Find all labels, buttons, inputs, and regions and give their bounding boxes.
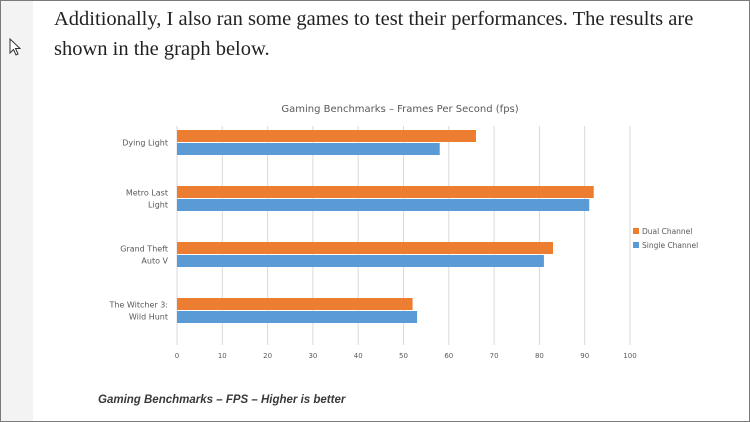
category-label: Metro Last <box>126 189 168 198</box>
bar-single-2 <box>177 255 544 267</box>
figure-caption: Gaming Benchmarks – FPS – Higher is bett… <box>98 394 346 406</box>
bar-dual-1 <box>177 186 594 198</box>
x-tick-label: 90 <box>580 352 589 360</box>
legend-swatch-dual <box>633 228 639 234</box>
bar-dual-2 <box>177 242 553 254</box>
x-tick-label: 30 <box>308 352 317 360</box>
bar-dual-3 <box>177 298 413 310</box>
x-tick-label: 20 <box>263 352 272 360</box>
category-label: The Witcher 3: <box>108 301 168 310</box>
bar-single-1 <box>177 199 590 211</box>
x-tick-label: 10 <box>218 352 227 360</box>
x-tick-label: 50 <box>399 352 408 360</box>
category-label: Light <box>148 201 168 210</box>
left-margin-strip <box>1 1 33 421</box>
category-label: Auto V <box>141 257 168 266</box>
bar-single-3 <box>177 311 418 323</box>
x-tick-label: 100 <box>623 352 636 360</box>
category-label: Grand Theft <box>120 245 168 254</box>
legend-swatch-single <box>633 242 639 248</box>
mouse-pointer-icon <box>9 38 21 56</box>
legend-label-single: Single Channel <box>642 241 698 250</box>
category-label: Dying Light <box>122 139 168 148</box>
article-paragraph: Additionally, I also ran some games to t… <box>54 8 694 60</box>
legend-label-dual: Dual Channel <box>642 227 692 236</box>
bar-dual-0 <box>177 130 476 142</box>
x-tick-label: 60 <box>444 352 453 360</box>
x-tick-label: 80 <box>535 352 544 360</box>
x-tick-label: 40 <box>354 352 363 360</box>
x-tick-label: 70 <box>490 352 499 360</box>
chart-title: Gaming Benchmarks – Frames Per Second (f… <box>281 104 518 115</box>
category-label: Wild Hunt <box>129 313 168 322</box>
bar-single-0 <box>177 143 440 155</box>
x-tick-label: 0 <box>175 352 179 360</box>
